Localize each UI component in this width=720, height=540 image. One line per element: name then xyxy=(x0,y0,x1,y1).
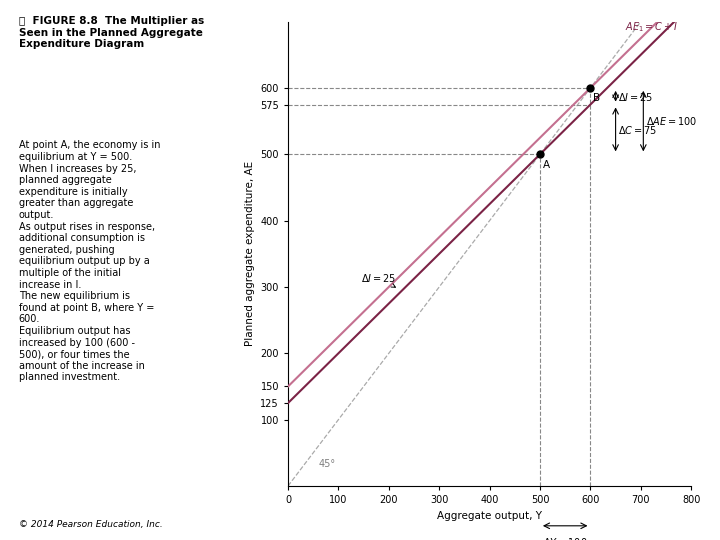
Text: At point A, the economy is in
equilibrium at Y = 500.
When I increases by 25,
pl: At point A, the economy is in equilibriu… xyxy=(19,140,160,382)
Text: ⓘ  FIGURE 8.8  The Multiplier as
Seen in the Planned Aggregate
Expenditure Diagr: ⓘ FIGURE 8.8 The Multiplier as Seen in t… xyxy=(19,16,204,49)
X-axis label: Aggregate output, Y: Aggregate output, Y xyxy=(437,511,542,521)
Text: 45°: 45° xyxy=(318,460,336,469)
Text: © 2014 Pearson Education, Inc.: © 2014 Pearson Education, Inc. xyxy=(19,520,163,529)
Text: $\Delta AE = 100$: $\Delta AE = 100$ xyxy=(646,115,697,127)
Text: $\Delta I = 25$: $\Delta I = 25$ xyxy=(361,272,396,287)
Text: A: A xyxy=(543,160,549,170)
Text: $\Delta I = 25$: $\Delta I = 25$ xyxy=(618,91,653,103)
Y-axis label: Planned aggregate expenditure, AE: Planned aggregate expenditure, AE xyxy=(245,161,255,346)
Text: $AE_1 = C + I$: $AE_1 = C + I$ xyxy=(625,20,679,34)
Text: $\Delta C = 75$: $\Delta C = 75$ xyxy=(618,124,657,136)
Text: $\Delta Y = 100$: $\Delta Y = 100$ xyxy=(543,536,588,540)
Text: B: B xyxy=(593,92,600,103)
